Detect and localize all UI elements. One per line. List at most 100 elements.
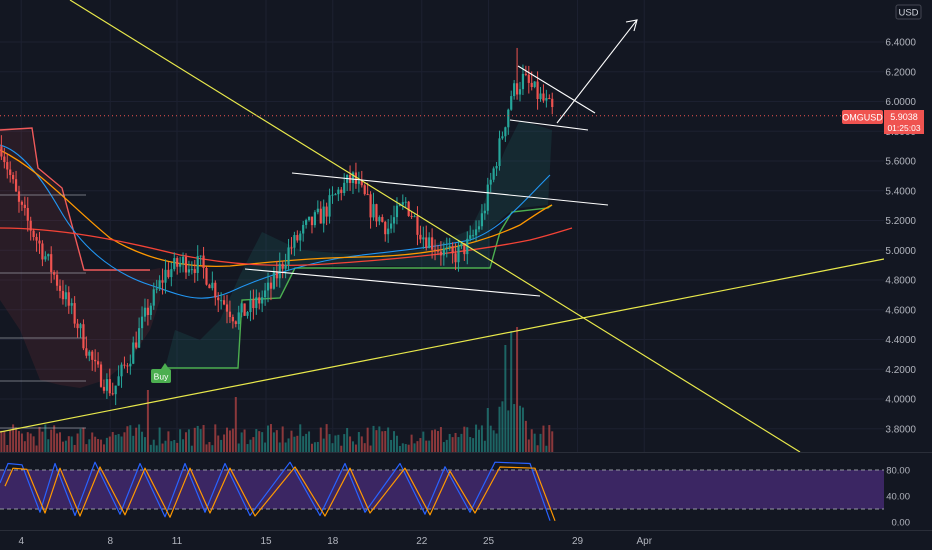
drawings[interactable]: [0, 0, 885, 453]
volume-bar: [387, 427, 390, 452]
trendline-ascending[interactable]: [0, 258, 885, 433]
volume-bar: [495, 433, 498, 452]
candle: [199, 255, 202, 266]
candle: [55, 270, 59, 291]
volume-bar: [331, 443, 334, 452]
candle: [325, 202, 328, 226]
volume-bar: [472, 438, 475, 452]
candle: [114, 385, 117, 406]
volume-bar: [305, 433, 308, 452]
candle: [445, 237, 448, 258]
volume-bar: [167, 431, 170, 452]
candle: [237, 305, 240, 330]
volume-bar: [105, 437, 108, 452]
candle: [483, 203, 486, 220]
candle: [328, 188, 331, 224]
volume-bar: [322, 438, 325, 452]
date-tick-label: 25: [483, 536, 495, 547]
flag-lower-line[interactable]: [509, 119, 589, 131]
candle: [143, 298, 147, 322]
time-axis[interactable]: 25Mar48111518222529Apr: [0, 531, 932, 550]
stochastic-pane[interactable]: 80.00 40.00 0.00: [0, 453, 932, 530]
volume-bar: [354, 444, 357, 452]
volume-bar: [59, 432, 61, 452]
volume-bar: [173, 440, 176, 452]
candle: [73, 296, 76, 328]
volume-bar: [533, 433, 536, 452]
volume-bar: [47, 439, 50, 452]
candle: [518, 81, 522, 102]
price-axis[interactable]: 6. USD 6.40006.20006.00005.80005.60005.4…: [884, 0, 932, 452]
candle: [375, 203, 378, 227]
volume-bar: [255, 429, 258, 452]
candle: [287, 238, 290, 272]
volume-bar: [521, 407, 524, 452]
volume-bar: [492, 430, 495, 452]
candle: [0, 135, 3, 160]
price-tick-label: 6.4000: [885, 38, 916, 49]
volume-bar: [38, 427, 41, 452]
candle: [29, 216, 32, 241]
volume-bar: [357, 432, 360, 452]
candle: [176, 256, 179, 275]
volume-bar: [451, 437, 454, 452]
buy-signal-text: Buy: [154, 372, 169, 382]
volume-bar: [416, 441, 419, 452]
candle: [331, 186, 334, 204]
volume-bar: [436, 431, 439, 452]
candle: [369, 191, 372, 229]
volume-bar: [114, 434, 117, 452]
volume-bar: [243, 429, 246, 452]
flag-upper-line[interactable]: [517, 65, 596, 114]
volume-bar: [184, 432, 187, 452]
volume-bar: [15, 427, 18, 452]
candle: [357, 171, 360, 193]
candle: [363, 183, 366, 196]
candle: [422, 226, 425, 249]
volume-bar: [0, 430, 3, 452]
projection-arrow-line[interactable]: [556, 19, 638, 124]
volume-bar: [328, 434, 331, 452]
buy-signal-pointer: [161, 363, 169, 369]
candle: [392, 205, 396, 233]
volume-bar: [343, 434, 346, 452]
price-tick-label: 4.0000: [885, 395, 916, 406]
volume-bar: [208, 442, 211, 452]
volume-bar: [196, 425, 199, 452]
buy-signal-badge: [151, 369, 171, 383]
candle: [539, 86, 542, 102]
trendline-descending[interactable]: [69, 0, 801, 453]
volume-bar: [76, 433, 79, 452]
candle: [489, 172, 492, 193]
volume-bar: [313, 442, 316, 452]
volume-bar: [513, 404, 516, 452]
price-tick-label: 6.0000: [885, 97, 916, 108]
candle: [313, 210, 317, 228]
volume-bar: [223, 434, 226, 452]
candle: [105, 373, 108, 399]
candle: [472, 229, 475, 240]
volume-bar: [369, 445, 372, 452]
candle: [32, 228, 35, 241]
volume-bar: [100, 439, 103, 452]
volume-bar: [129, 425, 132, 452]
volume-bars: [0, 327, 554, 452]
candle: [442, 242, 445, 266]
volume-bar: [88, 439, 91, 452]
candle: [545, 89, 548, 108]
candle: [477, 220, 481, 233]
volume-bar: [120, 436, 123, 452]
candle: [50, 246, 53, 284]
candle: [243, 303, 246, 316]
candle: [82, 319, 85, 351]
last-price: 5.9038: [890, 112, 918, 122]
price-tick-label: 4.6000: [885, 305, 916, 316]
volume-bar: [425, 440, 428, 452]
currency-badge[interactable]: [895, 4, 922, 20]
symbol-price-label: OMGUSD 5.9038 01:25:03: [842, 110, 924, 134]
wedge-lower-line[interactable]: [244, 268, 541, 297]
volume-bar: [334, 435, 337, 452]
candle: [343, 173, 346, 196]
wedge-upper-line[interactable]: [291, 172, 609, 206]
